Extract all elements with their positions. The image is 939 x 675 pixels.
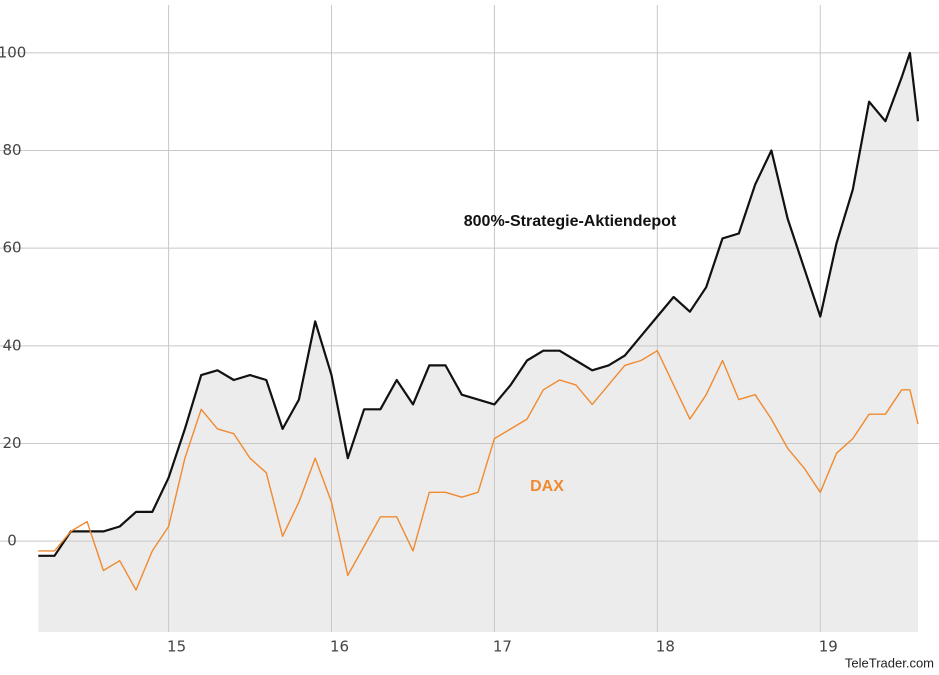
- line: [38, 51, 920, 557]
- annotation: 800%-Strategie-Aktiendepot: [464, 213, 677, 230]
- source: TeleTrader.com: [845, 655, 934, 670]
- area: [38, 52, 919, 632]
- y-tick-label: 100: [0, 43, 26, 61]
- y-tick-label: 60: [2, 239, 21, 257]
- x-tick-label: 16: [330, 638, 349, 656]
- x-tick-label: 15: [167, 638, 186, 656]
- x-tick-label: 18: [656, 638, 675, 656]
- y-tick-label: 20: [2, 434, 21, 452]
- line: [38, 350, 919, 591]
- x-tick-label: 19: [819, 638, 838, 656]
- x-tick-label: 17: [493, 638, 512, 656]
- y-tick-label: 80: [2, 141, 21, 159]
- annotation: DAX: [530, 478, 564, 495]
- y-tick-label: 0: [7, 532, 17, 550]
- y-tick-label: 40: [2, 336, 21, 354]
